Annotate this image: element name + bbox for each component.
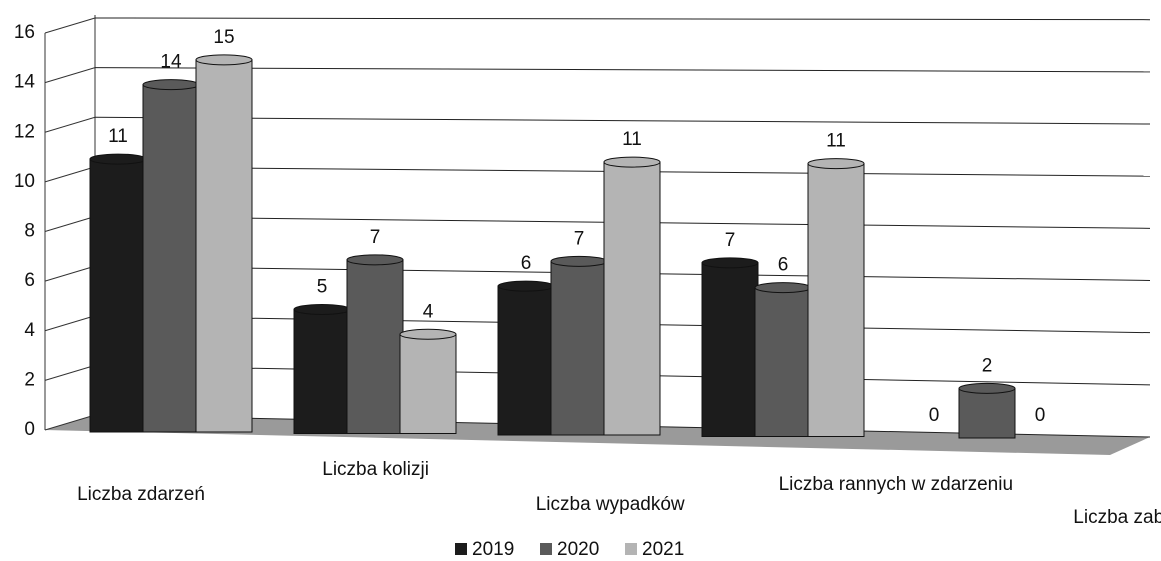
x-tick-label: Liczba zabitych w zdarzeniu [1073, 507, 1161, 528]
bar-top [603, 156, 661, 168]
bar-top [754, 282, 812, 294]
grid-line [94, 17, 1151, 21]
bar-top [550, 255, 608, 267]
data-label: 11 [826, 131, 846, 152]
grid-line [94, 67, 1151, 73]
bar-top [195, 54, 253, 66]
bar-top [346, 254, 404, 266]
bar [195, 59, 253, 433]
tick-mark [44, 265, 96, 282]
data-label: 0 [929, 405, 940, 426]
bar-top [142, 79, 200, 91]
x-tick-label: Liczba kolizji [322, 459, 429, 480]
bar-top [497, 280, 555, 292]
legend-label: 2019 [472, 539, 514, 560]
y-tick-label: 2 [24, 369, 35, 390]
data-label: 14 [160, 52, 182, 73]
bar [807, 163, 865, 437]
x-tick-label: Liczba rannych w zdarzeniu [779, 474, 1013, 495]
data-label: 15 [213, 27, 234, 48]
bar-top [399, 328, 457, 340]
y-tick-label: 4 [24, 320, 35, 341]
x-tick-label: Liczba zdarzeń [77, 484, 205, 505]
bar [497, 285, 555, 436]
data-label: 6 [521, 253, 532, 274]
tick-mark [44, 17, 96, 34]
legend-swatch [455, 543, 467, 555]
tick-mark [44, 216, 96, 232]
y-tick-label: 0 [24, 419, 35, 440]
grid-line [94, 116, 1151, 125]
bar [550, 260, 608, 436]
tick-mark [44, 166, 96, 183]
data-label: 11 [622, 129, 642, 150]
bar [701, 262, 759, 437]
data-label: 0 [1035, 405, 1046, 426]
data-label: 7 [370, 227, 381, 248]
bar [754, 287, 812, 437]
tick-mark [44, 315, 96, 332]
bar [399, 333, 457, 434]
bar [603, 161, 661, 436]
legend-swatch [540, 543, 552, 555]
bar-top [807, 158, 865, 170]
y-tick-label: 12 [14, 121, 35, 142]
legend-label: 2020 [557, 539, 599, 560]
tick-mark [44, 67, 96, 84]
bar-top [293, 303, 351, 315]
legend-label: 2021 [642, 539, 684, 560]
y-tick-label: 6 [24, 270, 35, 291]
data-label: 7 [574, 228, 585, 249]
data-label: 7 [725, 230, 736, 251]
bar [142, 84, 200, 433]
tick-mark [44, 364, 96, 381]
bar [958, 387, 1016, 439]
x-tick-label: Liczba wypadków [536, 494, 685, 515]
legend-swatch [625, 543, 637, 555]
tick-mark [44, 414, 96, 431]
bar-top [958, 382, 1016, 394]
y-tick-label: 14 [14, 72, 36, 93]
bar-top [89, 153, 147, 165]
data-label: 4 [423, 301, 434, 322]
data-label: 11 [108, 126, 128, 147]
bar [346, 259, 404, 434]
data-label: 2 [982, 355, 993, 376]
y-tick-label: 8 [24, 221, 35, 242]
data-label: 5 [317, 276, 328, 297]
tick-mark [44, 116, 96, 133]
data-label: 6 [778, 255, 789, 276]
bar [293, 308, 351, 434]
y-tick-label: 16 [14, 22, 35, 43]
bar [89, 158, 147, 433]
bar-top [701, 257, 759, 269]
y-tick-label: 10 [14, 171, 35, 192]
